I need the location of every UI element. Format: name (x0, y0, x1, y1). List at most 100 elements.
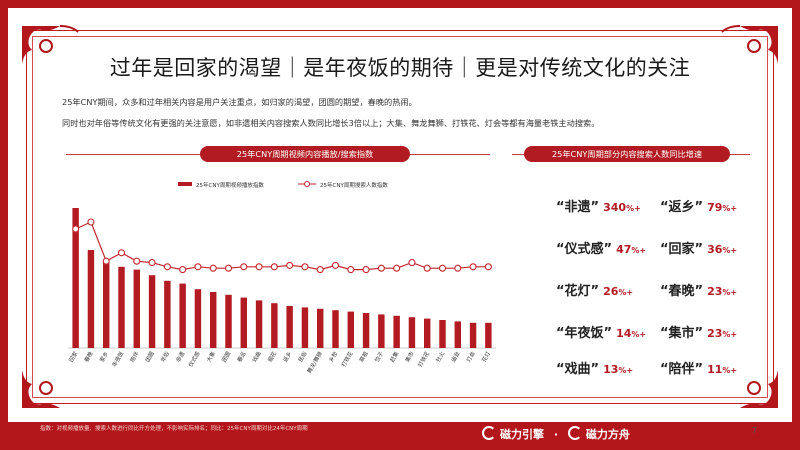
bar (72, 208, 79, 348)
bar (225, 294, 232, 348)
growth-value: 13%+ (603, 363, 634, 376)
brand-right-text: 磁力方舟 (585, 428, 630, 441)
growth-item: “仪式感” 47%+ (556, 238, 646, 257)
line-point (347, 266, 355, 274)
growth-unit: %+ (631, 246, 647, 255)
line-point (224, 264, 233, 272)
footnote: 指数：对视频播放量、搜索人数进行同比开方处理，不影响实际排名；同比：25年CNY… (40, 426, 308, 432)
growth-value: 340%+ (603, 201, 641, 214)
bar (133, 269, 140, 348)
corner-ornament-icon (22, 370, 60, 408)
growth-term: “非遗” (556, 200, 600, 215)
legend-bar-label: 25年CNY周期视频播放指数 (196, 181, 264, 189)
line-point (377, 264, 385, 272)
x-tick-label: 烟花 (266, 350, 279, 364)
line-point (72, 225, 80, 233)
growth-item: “花灯” 26%+ (556, 280, 633, 299)
right-panel-title: 25年CNY周期部分内容搜索人数同比增速 (524, 146, 730, 162)
growth-term: “仪式感” (556, 242, 613, 257)
line-point (240, 263, 248, 271)
growth-item: “集市” 23%+ (660, 322, 737, 341)
x-tick-label: 饺子 (373, 350, 386, 364)
bar-line-chart: 25年CNY周期视频播放指数 25年CNY周期搜索人数指数回家 春晚 家乡 年夜饭 陪伴团… (67, 181, 496, 375)
growth-term: “年夜饭” (556, 326, 613, 341)
growth-term: “陪伴” (660, 362, 704, 377)
x-tick-label: 乡愁 (327, 350, 340, 364)
bar (118, 266, 125, 348)
growth-value: 47%+ (616, 243, 647, 256)
bar (255, 300, 263, 348)
growth-item: “年夜饭” 14%+ (556, 322, 646, 341)
bar (286, 306, 293, 348)
growth-unit: %+ (618, 366, 634, 375)
series-line (75, 221, 489, 271)
decorative-inner-frame (32, 36, 768, 398)
line-point (301, 263, 309, 271)
legend-line-marker (304, 181, 310, 187)
brand-c-icon (567, 426, 582, 440)
line-point (484, 263, 492, 271)
line-point (331, 261, 340, 269)
growth-value: 79%+ (707, 201, 738, 214)
bar (424, 318, 431, 348)
growth-item: “非遗” 340%+ (556, 196, 641, 215)
line-point (209, 264, 217, 272)
legend-bar-swatch (178, 182, 192, 186)
bar (332, 310, 339, 348)
growth-unit: %+ (722, 246, 738, 255)
x-tick-label: 花灯 (480, 350, 493, 364)
corner-ornament-icon (22, 25, 79, 64)
growth-term: “春晚” (660, 284, 704, 299)
bar (301, 307, 309, 348)
line-point (133, 257, 141, 265)
x-tick-label: 团圆 (221, 350, 233, 363)
growth-item: “返乡” 79%+ (660, 196, 737, 215)
x-tick-label: 灯会 (464, 350, 477, 364)
x-tick-label: 舞龙/舞狮 (305, 350, 324, 375)
intro-paragraph-2: 同时也对年俗等传统文化有更强的关注意愿，如非遗相关内容搜索人数同比增长3倍以上；… (62, 118, 600, 128)
x-tick-label: 团圆 (144, 350, 156, 363)
line-point (316, 266, 324, 274)
page-title: 过年是回家的渴望｜是年夜饭的期待｜更是对传统文化的关注 (109, 56, 691, 80)
brand-c-icon (482, 426, 496, 440)
line-point (469, 263, 477, 271)
x-tick-label: 陪伴 (128, 350, 141, 364)
brand-separator: · (553, 428, 559, 441)
line-point (270, 263, 278, 271)
legend-line-label: 25年CNY周期搜索人数指数 (320, 181, 388, 189)
line-point (438, 264, 447, 272)
bar (317, 308, 324, 348)
line-point (148, 259, 156, 267)
brand-logo-left: 磁力引擎 · 磁力方舟 (482, 426, 630, 442)
corner-ornament-icon (721, 25, 778, 64)
x-tick-label: 赶集 (388, 350, 401, 364)
bar (408, 317, 416, 348)
bar (378, 314, 385, 348)
x-tick-label: 春晚 (82, 350, 95, 364)
bar (454, 321, 461, 348)
growth-unit: %+ (631, 330, 647, 339)
growth-value: 23%+ (707, 327, 738, 340)
growth-unit: %+ (626, 204, 641, 213)
divider (730, 154, 750, 155)
intro-paragraph-1: 25年CNY期间，众多和过年相关内容是用户关注重点，如归家的渴望，团圆的期望，春… (62, 97, 417, 107)
x-tick-label: 集市 (403, 350, 416, 364)
x-tick-label: 民俗 (296, 350, 309, 364)
growth-unit: %+ (722, 366, 738, 375)
line-point (117, 249, 126, 257)
x-tick-label: 非遗 (174, 350, 187, 364)
corner-ornament-icon (740, 370, 778, 408)
x-tick-label: 年俗 (159, 350, 172, 364)
bar (393, 315, 400, 348)
line-point (286, 261, 294, 269)
x-tick-label: 家乡 (98, 350, 110, 364)
line-point (194, 263, 202, 271)
growth-term: “集市” (660, 326, 704, 341)
bar (194, 289, 202, 348)
growth-item: “回家” 36%+ (660, 238, 737, 257)
x-tick-label: 年夜饭 (110, 350, 125, 369)
growth-item: “陪伴” 11%+ (660, 358, 737, 377)
line-point (408, 259, 416, 267)
growth-item: “戏曲” 13%+ (556, 358, 633, 377)
growth-value: 26%+ (603, 285, 634, 298)
